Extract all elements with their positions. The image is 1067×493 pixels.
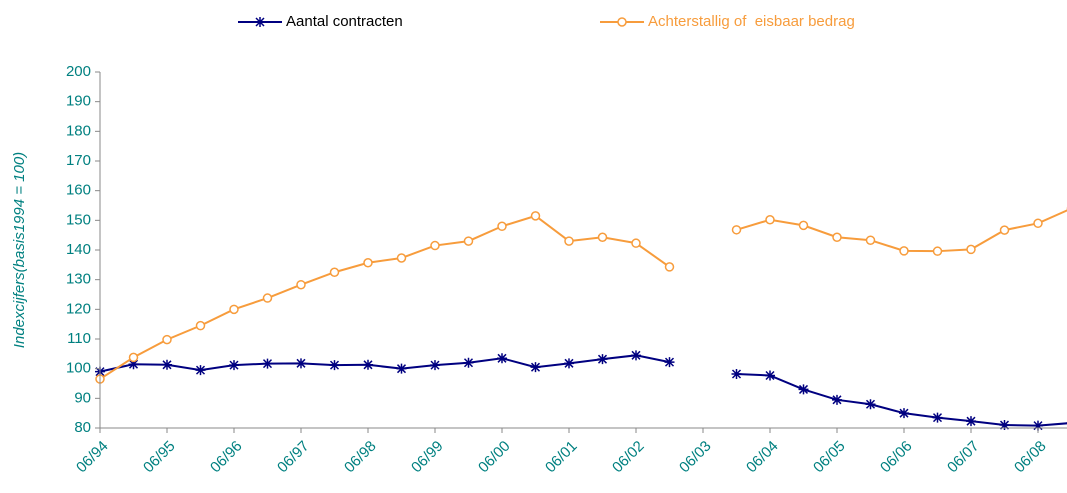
point xyxy=(1033,218,1043,229)
point xyxy=(329,267,340,277)
y-tick-label: 120 xyxy=(66,300,91,317)
y-tick-label: 110 xyxy=(67,330,91,347)
point xyxy=(296,279,306,290)
point xyxy=(631,350,641,361)
point xyxy=(865,235,876,245)
point xyxy=(463,357,474,368)
point xyxy=(363,359,373,370)
x-tick-label: 06/06 xyxy=(877,438,916,477)
x-tick-label: 06/97 xyxy=(274,438,313,477)
point xyxy=(899,246,909,256)
point xyxy=(966,244,976,255)
point xyxy=(832,232,842,242)
y-axis-title: Indexcijfers(basis1994 = 100) xyxy=(11,152,28,348)
point xyxy=(229,360,239,371)
x-tick-label: 06/99 xyxy=(408,438,447,477)
point xyxy=(798,384,809,395)
point xyxy=(195,320,206,331)
legend-label: Aantal contracten xyxy=(286,13,403,30)
x-tick-label: 06/04 xyxy=(743,438,782,477)
point xyxy=(463,236,474,246)
point xyxy=(832,394,842,405)
series-line xyxy=(99,209,1067,380)
x-tick-label: 06/05 xyxy=(810,438,849,477)
x-tick-label: 06/02 xyxy=(609,438,648,477)
point xyxy=(262,358,273,369)
point xyxy=(396,253,407,263)
point xyxy=(162,334,172,345)
x-tick-label: 06/94 xyxy=(73,438,112,477)
point xyxy=(162,359,172,370)
y-tick-label: 170 xyxy=(66,152,91,169)
series-line xyxy=(99,354,1067,427)
point xyxy=(430,360,440,371)
x-tick-label: 06/01 xyxy=(542,438,581,477)
x-tick-label: 06/03 xyxy=(676,438,715,477)
x-tick-label: 06/96 xyxy=(207,438,246,477)
y-tick-label: 140 xyxy=(66,241,91,258)
point xyxy=(664,357,675,368)
legend-marker xyxy=(255,17,265,27)
x-tick-label: 06/95 xyxy=(140,438,179,477)
point xyxy=(262,293,273,303)
point xyxy=(731,369,742,380)
point xyxy=(329,360,340,371)
point xyxy=(664,262,675,272)
legend-label: Achterstallig of eisbaar bedrag xyxy=(648,13,855,30)
x-tick-label: 06/98 xyxy=(341,438,380,477)
y-tick-label: 80 xyxy=(74,419,91,436)
x-tick-label: 06/08 xyxy=(1011,438,1050,477)
point xyxy=(128,352,139,363)
point xyxy=(932,412,943,423)
point xyxy=(497,221,507,232)
y-tick-label: 200 xyxy=(66,63,91,80)
legend-marker xyxy=(617,17,627,27)
point xyxy=(899,408,909,419)
point xyxy=(765,370,775,381)
point xyxy=(497,353,507,364)
y-tick-label: 130 xyxy=(66,271,91,288)
point xyxy=(999,225,1010,235)
point xyxy=(564,358,574,369)
point xyxy=(530,362,541,373)
point xyxy=(396,363,407,374)
point xyxy=(798,220,809,231)
y-tick-label: 150 xyxy=(66,211,91,228)
point xyxy=(597,232,608,242)
point xyxy=(865,399,876,410)
point xyxy=(296,358,306,369)
point xyxy=(530,211,541,221)
y-tick-label: 100 xyxy=(66,360,91,377)
point xyxy=(999,420,1010,431)
point xyxy=(731,225,742,235)
x-tick-label: 06/00 xyxy=(475,438,514,477)
y-tick-label: 190 xyxy=(66,93,91,110)
y-tick-label: 180 xyxy=(66,122,91,139)
point xyxy=(229,304,239,315)
point xyxy=(128,359,139,370)
point xyxy=(765,214,775,225)
y-tick-label: 160 xyxy=(66,182,91,199)
point xyxy=(1033,420,1043,431)
point xyxy=(966,416,976,427)
point xyxy=(564,236,574,246)
point xyxy=(363,258,373,268)
point xyxy=(430,240,440,251)
point xyxy=(932,246,943,256)
y-tick-label: 90 xyxy=(74,389,91,406)
point xyxy=(597,354,608,365)
point xyxy=(195,365,206,376)
point xyxy=(631,238,641,248)
x-tick-label: 06/07 xyxy=(944,438,983,477)
